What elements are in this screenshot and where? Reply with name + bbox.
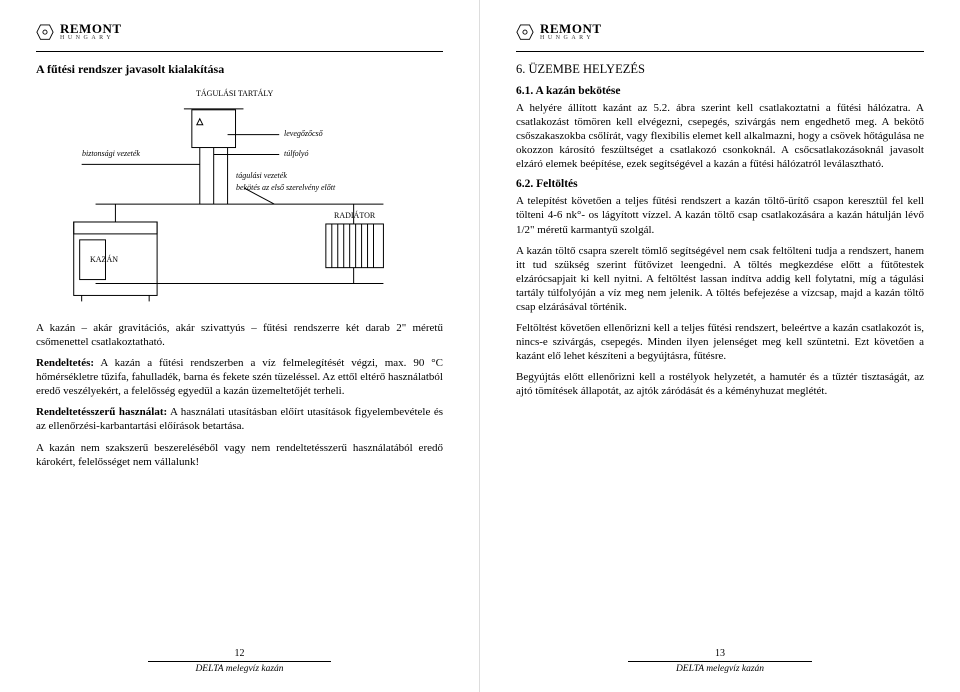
logo-brand-r: REMONT (540, 22, 602, 35)
p62a: A telepítést követően a teljes fűtési re… (516, 194, 924, 236)
footer-rule-left (148, 661, 331, 662)
footer-text-right: DELTA melegvíz kazán (676, 664, 764, 674)
left-body: A kazán – akár gravitációs, akár szivatt… (36, 321, 443, 476)
header-rule (36, 51, 443, 52)
h61: 6.1. A kazán bekötése (516, 85, 924, 97)
page-number-left: 12 (36, 648, 443, 659)
footer-left: 12 DELTA melegvíz kazán (36, 648, 443, 674)
h6: 6. ÜZEMBE HELYEZÉS (516, 62, 924, 77)
heating-diagram: TÁGULÁSI TARTÁLY biztonsági vezeték leve… (36, 85, 443, 315)
footer-text-left: DELTA melegvíz kazán (195, 664, 283, 674)
left-p3: Rendeltetésszerű használat: A használati… (36, 405, 443, 433)
footer-rule-right (628, 661, 812, 662)
lbl-tulfolyo: túlfolyó (284, 149, 308, 158)
left-title: A fűtési rendszer javasolt kialakítása (36, 62, 443, 77)
header-rule-r (516, 51, 924, 52)
lbl-levegocs: levegőzőcső (284, 129, 323, 138)
p62d: Begyújtás előtt ellenőrizni kell a rosté… (516, 370, 924, 398)
page-right: REMONT HUNGARY 6. ÜZEMBE HELYEZÉS 6.1. A… (480, 0, 960, 692)
left-p1: A kazán – akár gravitációs, akár szivatt… (36, 321, 443, 349)
left-p4: A kazán nem szakszerű beszereléséből vag… (36, 441, 443, 469)
p62b: A kazán töltő csapra szerelt tömlő segít… (516, 244, 924, 314)
lbl-bekotes: bekötés az első szerelvény előtt (236, 183, 335, 192)
lbl-biztonsagi: biztonsági vezeték (82, 149, 140, 158)
page-left: REMONT HUNGARY A fűtési rendszer javasol… (0, 0, 480, 692)
lbl-tank: TÁGULÁSI TARTÁLY (196, 89, 273, 98)
logo-sub-r: HUNGARY (540, 35, 602, 41)
lbl-radiator: RADIÁTOR (334, 211, 375, 220)
logo: REMONT HUNGARY (36, 22, 443, 41)
p62c: Feltöltést követően ellenőrizni kell a t… (516, 321, 924, 363)
logo-r: REMONT HUNGARY (516, 22, 924, 41)
logo-hex-icon (36, 24, 54, 40)
logo-sub: HUNGARY (60, 35, 122, 41)
h62: 6.2. Feltöltés (516, 178, 924, 190)
page-number-right: 13 (516, 648, 924, 659)
logo-hex-icon-r (516, 24, 534, 40)
lbl-kazan: KAZÁN (90, 255, 118, 264)
p61: A helyére állított kazánt az 5.2. ábra s… (516, 101, 924, 171)
logo-brand: REMONT (60, 22, 122, 35)
left-p2: Rendeltetés: A kazán a fűtési rendszerbe… (36, 356, 443, 398)
footer-right: 13 DELTA melegvíz kazán (516, 648, 924, 674)
lbl-tagulasi: tágulási vezeték (236, 171, 287, 180)
